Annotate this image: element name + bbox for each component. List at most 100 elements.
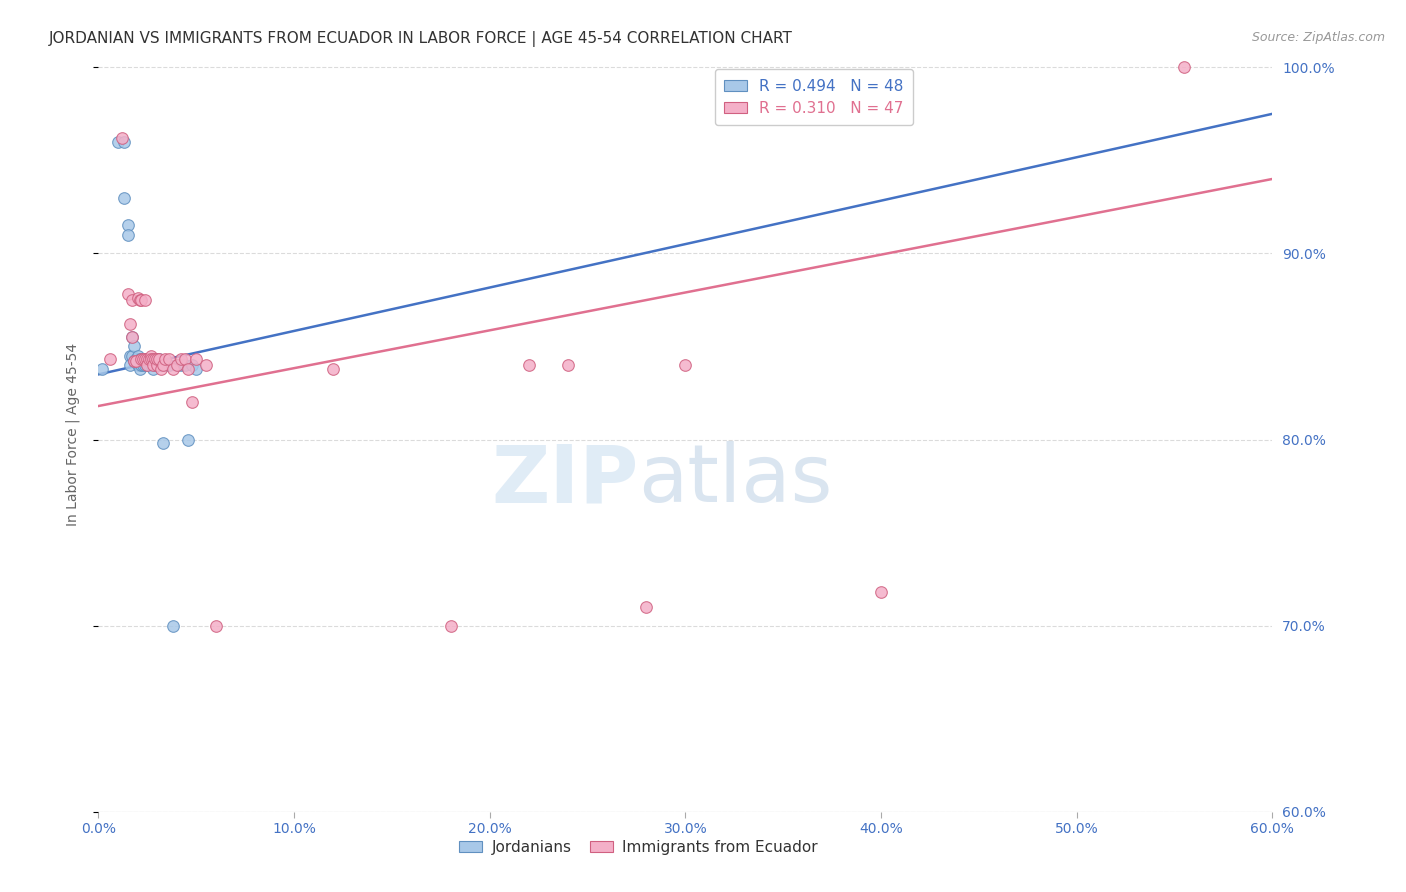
Point [152,358,174,372]
Point [134,293,156,307]
Point [136,352,159,367]
Point [439,618,461,632]
Point [181,395,204,409]
Point [134,358,156,372]
Point [142,361,165,376]
Point [1173,60,1195,74]
Point [111,131,134,145]
Point [146,352,169,367]
Point [127,358,149,372]
Point [141,358,163,372]
Point [128,293,150,307]
Point [146,352,169,367]
Point [150,358,173,372]
Legend: Jordanians, Immigrants from Ecuador: Jordanians, Immigrants from Ecuador [453,833,824,861]
Text: Source: ZipAtlas.com: Source: ZipAtlas.com [1251,31,1385,45]
Point [122,339,145,353]
Point [636,599,658,614]
Point [142,352,165,367]
Point [186,361,208,376]
Point [142,352,165,367]
Point [146,358,169,372]
Point [122,354,145,368]
Point [870,585,893,599]
Point [107,135,129,149]
Point [121,349,143,363]
Point [131,352,153,367]
Point [131,293,153,307]
Point [153,352,176,367]
Point [157,352,180,367]
Point [132,352,155,367]
Point [121,293,143,307]
Point [124,354,146,368]
Point [136,352,159,367]
Point [143,358,166,372]
Point [91,361,114,376]
Point [169,352,191,367]
Point [124,354,146,368]
Point [118,358,141,372]
Point [118,317,141,331]
Point [152,436,174,450]
Point [124,352,146,367]
Point [153,358,176,372]
Text: JORDANIAN VS IMMIGRANTS FROM ECUADOR IN LABOR FORCE | AGE 45-54 CORRELATION CHAR: JORDANIAN VS IMMIGRANTS FROM ECUADOR IN … [49,31,793,47]
Point [131,352,153,367]
Point [132,358,155,372]
Point [177,361,200,376]
Point [112,135,135,149]
Point [118,349,141,363]
Point [117,227,139,242]
Point [205,618,228,632]
Point [162,361,184,376]
Point [142,358,165,372]
Point [117,287,139,301]
Point [195,358,218,372]
Point [128,361,150,376]
Point [173,358,195,372]
Point [134,352,156,367]
Point [134,352,156,367]
Point [98,352,121,367]
Point [166,358,188,372]
Point [173,352,195,367]
Point [148,352,170,367]
Point [128,358,150,372]
Point [138,352,160,367]
Point [162,618,184,632]
Point [150,361,173,376]
Point [138,352,160,367]
Point [132,352,155,367]
Point [131,358,153,372]
Point [146,358,169,372]
Point [675,358,697,372]
Point [322,361,344,376]
Point [112,190,135,204]
Point [181,358,204,372]
Point [177,433,200,447]
Point [128,352,150,367]
Point [141,352,163,367]
Point [127,291,149,305]
Point [166,358,188,372]
Point [122,354,145,368]
Point [141,352,163,367]
Point [138,358,160,372]
Text: atlas: atlas [638,441,832,519]
Point [157,358,180,372]
Point [127,349,149,363]
Point [117,219,139,233]
Point [557,358,579,372]
Point [136,358,159,372]
Point [121,330,143,344]
Point [121,330,143,344]
Y-axis label: In Labor Force | Age 45-54: In Labor Force | Age 45-54 [66,343,80,526]
Point [186,352,208,367]
Point [148,352,170,367]
Point [136,358,159,372]
Point [517,358,540,372]
Point [169,358,191,372]
Point [141,349,163,363]
Text: ZIP: ZIP [491,441,638,519]
